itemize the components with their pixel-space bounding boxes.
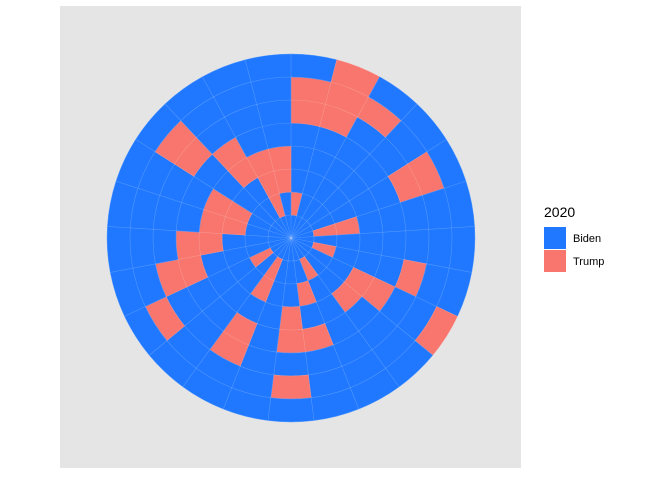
- grid-spoke-17: [124, 237, 292, 317]
- grid-spoke-11: [290, 237, 360, 410]
- legend-key-biden: [544, 227, 566, 249]
- tile-trump-s12-r6: [270, 374, 312, 400]
- grid-spoke-3: [290, 103, 418, 239]
- grid-spoke-21: [135, 139, 292, 239]
- tile-trump-s0-r5: [290, 99, 326, 127]
- grid-ring-2: [244, 191, 338, 285]
- grid-spoke-5: [290, 180, 467, 239]
- grid-ring-4: [198, 145, 384, 331]
- grid-spoke-2: [290, 76, 380, 239]
- grid-spoke-18: [110, 237, 292, 273]
- grid-spoke-14: [222, 237, 292, 410]
- legend-label-biden: Biden: [573, 233, 601, 245]
- grid-ring-5: [175, 122, 407, 354]
- tile-biden-s24-r5: [256, 99, 292, 127]
- grid-spoke-16: [149, 237, 292, 356]
- grid-spoke-9: [290, 237, 433, 356]
- tile-trump-s12-r3: [279, 306, 303, 331]
- tile-biden-s18-r7: [106, 226, 134, 273]
- tile-biden-s18-r5: [152, 229, 179, 265]
- legend-title: 2020: [544, 204, 575, 220]
- grid-ring-6: [152, 99, 430, 377]
- grid-ring-8: [106, 53, 476, 423]
- tile-trump-s12-r4: [276, 329, 306, 354]
- grid-spoke-19: [107, 226, 292, 239]
- grid-ring-3: [221, 168, 361, 308]
- legend: 2020 Biden Trump: [544, 204, 604, 272]
- grid-spoke-22: [164, 103, 292, 239]
- tile-biden-s6-r5: [403, 229, 430, 265]
- tile-biden-s12-r5: [273, 351, 309, 377]
- tile-biden-s12-r7: [267, 397, 315, 423]
- grid-spoke-12: [290, 237, 315, 421]
- grid-spoke-1: [290, 59, 338, 239]
- legend-label-trump: Trump: [573, 256, 604, 268]
- grid-spoke-15: [182, 237, 292, 388]
- grid-spoke-23: [202, 76, 292, 239]
- grid-spoke-10: [290, 237, 400, 388]
- tile-trump-s18-r4: [175, 230, 201, 260]
- grid-spoke-7: [290, 237, 472, 273]
- grid-spoke-13: [267, 237, 292, 421]
- tile-biden-s6-r4: [381, 230, 407, 260]
- tile-biden-s6-r7: [448, 226, 476, 273]
- grid-spoke-24: [244, 59, 292, 239]
- polar-tiles: [106, 53, 476, 423]
- gridlines: [106, 53, 476, 423]
- grid-spoke-6: [290, 226, 475, 239]
- grid-ring-7: [129, 76, 453, 400]
- legend-key-trump: [544, 250, 566, 272]
- grid-spoke-8: [290, 237, 458, 317]
- grid-spoke-20: [115, 180, 292, 239]
- tile-biden-s24-r7: [244, 53, 292, 83]
- grid-spoke-4: [290, 139, 447, 239]
- tile-biden-s6-r6: [426, 227, 453, 269]
- grid-ring-1: [267, 214, 315, 262]
- tile-biden-s18-r6: [129, 227, 156, 269]
